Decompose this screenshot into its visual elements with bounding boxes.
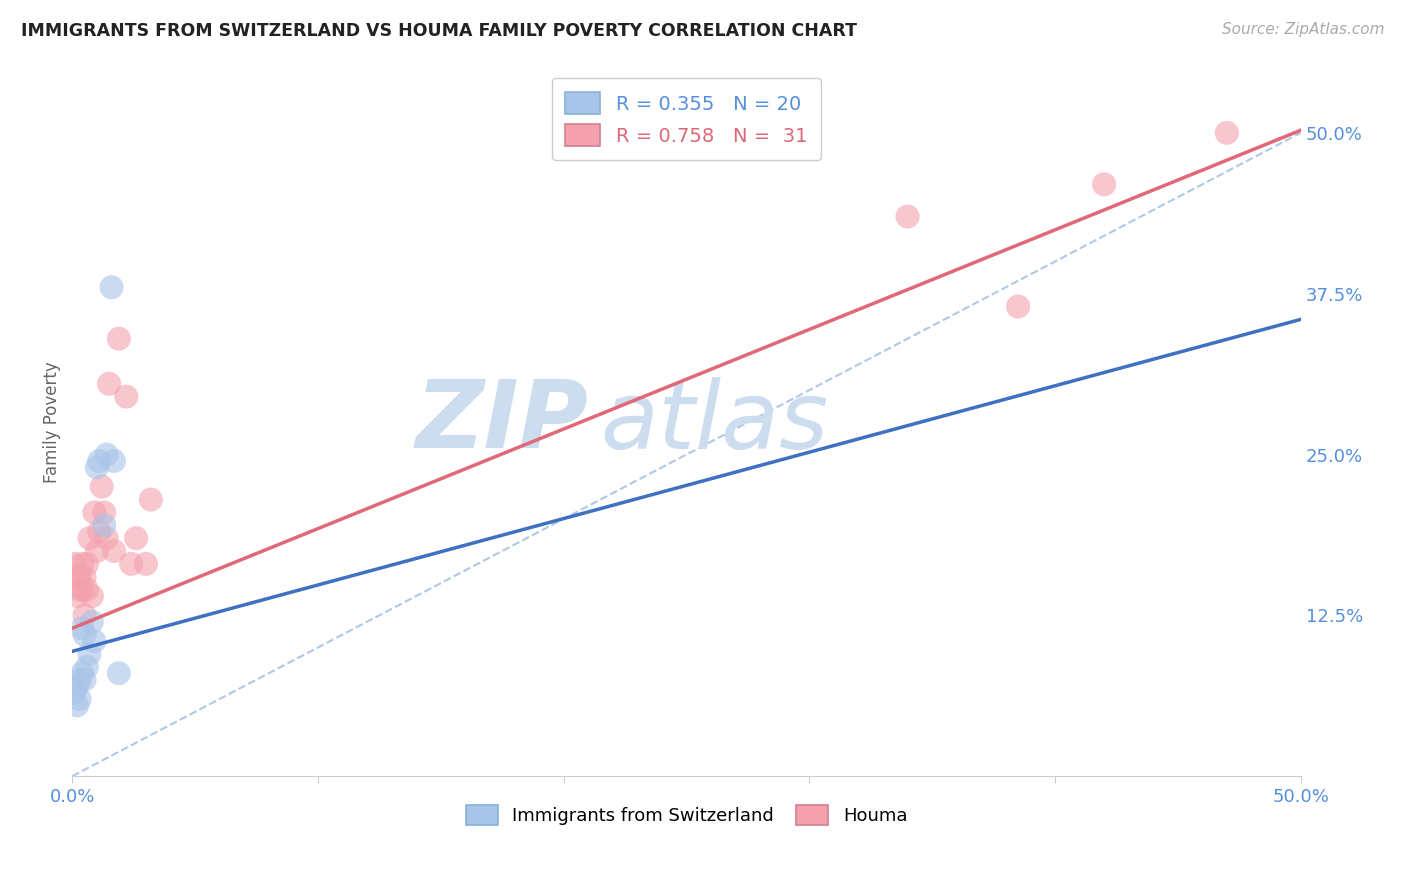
Point xyxy=(70,557,93,571)
Point xyxy=(69,570,91,584)
Point xyxy=(103,454,125,468)
Point xyxy=(96,531,118,545)
Point xyxy=(69,582,91,597)
Point xyxy=(86,460,108,475)
Point xyxy=(76,557,98,571)
Point xyxy=(79,531,101,545)
Point xyxy=(70,621,93,635)
Point xyxy=(96,448,118,462)
Point xyxy=(108,666,131,681)
Text: atlas: atlas xyxy=(600,376,828,467)
Point xyxy=(93,505,115,519)
Point xyxy=(69,673,91,687)
Point xyxy=(73,673,96,687)
Point xyxy=(83,505,105,519)
Point xyxy=(896,210,918,224)
Point xyxy=(98,376,121,391)
Point xyxy=(69,692,91,706)
Point xyxy=(139,492,162,507)
Legend: Immigrants from Switzerland, Houma: Immigrants from Switzerland, Houma xyxy=(457,797,917,834)
Point xyxy=(73,608,96,623)
Point xyxy=(1007,300,1029,314)
Point xyxy=(80,589,103,603)
Point xyxy=(70,666,93,681)
Point xyxy=(70,582,93,597)
Point xyxy=(80,615,103,629)
Legend: R = 0.355   N = 20, R = 0.758   N =  31: R = 0.355 N = 20, R = 0.758 N = 31 xyxy=(551,78,821,160)
Point xyxy=(76,582,98,597)
Point xyxy=(66,589,89,603)
Point xyxy=(135,557,157,571)
Point xyxy=(66,698,89,713)
Point xyxy=(76,660,98,674)
Point xyxy=(120,557,142,571)
Point xyxy=(1216,126,1239,140)
Point xyxy=(89,524,111,539)
Point xyxy=(66,679,89,693)
Point xyxy=(63,557,86,571)
Point xyxy=(79,647,101,661)
Point xyxy=(86,544,108,558)
Point xyxy=(66,570,89,584)
Point xyxy=(90,480,112,494)
Text: Source: ZipAtlas.com: Source: ZipAtlas.com xyxy=(1222,22,1385,37)
Point xyxy=(1092,178,1115,192)
Point xyxy=(125,531,148,545)
Point xyxy=(89,454,111,468)
Point xyxy=(115,390,138,404)
Point xyxy=(100,280,122,294)
Point xyxy=(73,570,96,584)
Point xyxy=(73,627,96,641)
Point xyxy=(93,518,115,533)
Point xyxy=(83,634,105,648)
Point xyxy=(103,544,125,558)
Point xyxy=(108,332,131,346)
Point xyxy=(63,685,86,699)
Y-axis label: Family Poverty: Family Poverty xyxy=(44,361,60,483)
Text: IMMIGRANTS FROM SWITZERLAND VS HOUMA FAMILY POVERTY CORRELATION CHART: IMMIGRANTS FROM SWITZERLAND VS HOUMA FAM… xyxy=(21,22,858,40)
Text: ZIP: ZIP xyxy=(415,376,588,468)
